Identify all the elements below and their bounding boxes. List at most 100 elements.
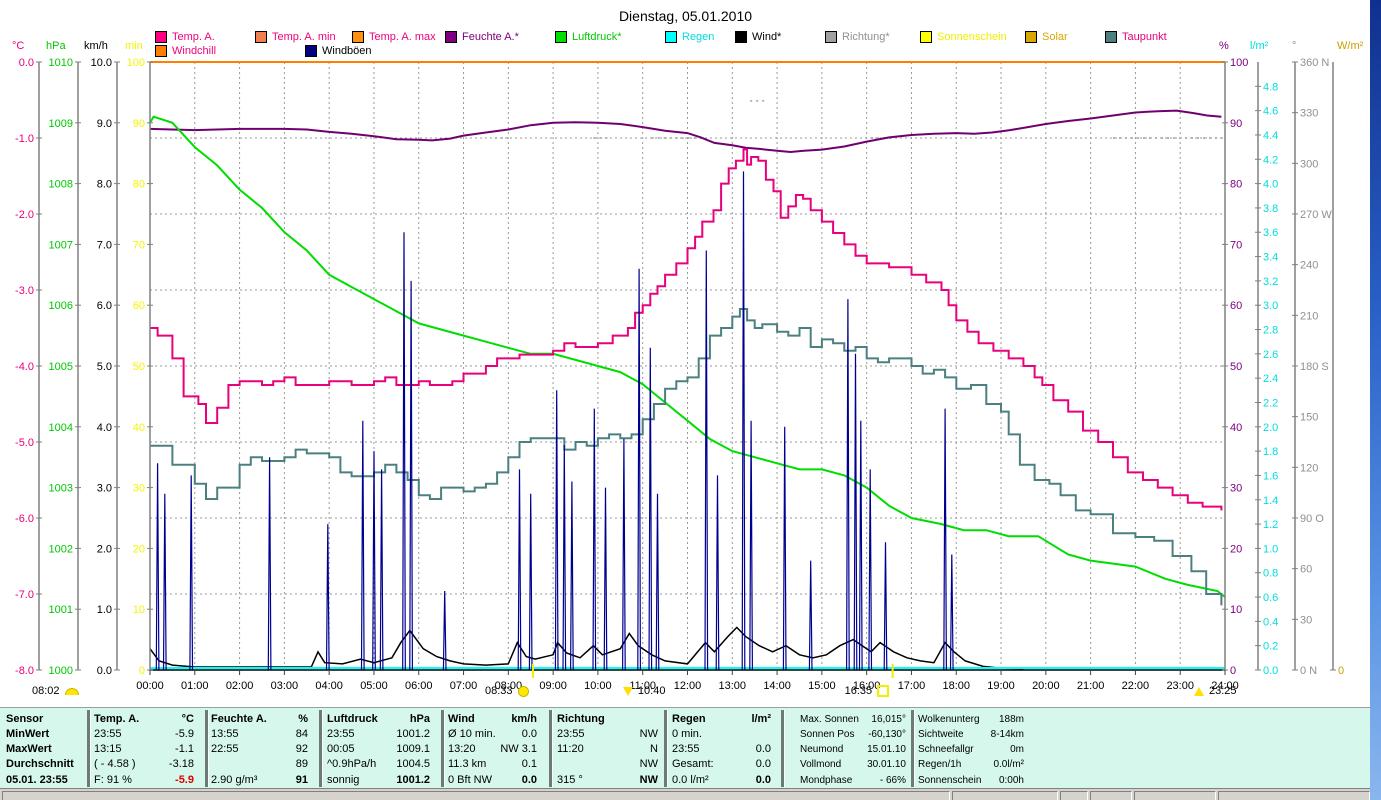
x-axis-label: 19:00 [987, 680, 1015, 692]
series-windboeen-spike [704, 250, 709, 671]
series-windboeen-spike [409, 280, 413, 671]
table-column: Richtung 23:55 NW 11:20 N NW 315 ° NW [557, 708, 658, 789]
x-axis-label: 14:00 [763, 680, 791, 692]
table-cell: -60,130° [868, 729, 906, 740]
marker-time: 08:02 [32, 685, 60, 697]
legend-label: Luftdruck* [572, 30, 622, 43]
table-cell: 13:15 [94, 743, 122, 755]
series-windboeen-spike [858, 420, 863, 671]
x-axis-label: 20:00 [1032, 680, 1060, 692]
tick-label-km/h: 6.0 [97, 300, 112, 312]
table-cell: 188m [998, 714, 1024, 725]
arrow-down-icon [622, 686, 633, 696]
series-windboeen-spike [741, 171, 746, 671]
tick-label-l/m²: 4.4 [1263, 130, 1278, 142]
tick-label-°C: -6.0 [15, 513, 34, 525]
table-cell: NW [639, 728, 658, 740]
table-cell: 0 Bft NW [448, 774, 493, 786]
column-header: Temp. A. [94, 713, 140, 725]
marker-08-33: 08:33 [485, 685, 529, 697]
tick-label-hPa: 1004 [49, 422, 73, 434]
table-cell: 16,015° [871, 714, 906, 725]
tick-label-km/h: 10.0 [91, 57, 112, 69]
column-unit: % [298, 713, 308, 725]
tick-label-l/m²: 4.6 [1263, 106, 1278, 118]
arrow-up-icon [1194, 686, 1205, 696]
legend-item-temp-a-max: Temp. A. max [352, 30, 436, 43]
series-windboeen-spike [379, 469, 384, 671]
series-windboeen-spike [442, 590, 447, 671]
series-windboeen-spike [189, 475, 194, 671]
table-separator [664, 710, 668, 787]
tick-label-km/h: 1.0 [97, 604, 112, 616]
table-cell: 1009.1 [396, 743, 430, 755]
tick-label-min: 30 [133, 483, 145, 495]
table-separator [319, 710, 323, 787]
table-cell: 1001.2 [396, 774, 430, 786]
legend-label: Temp. A. max [369, 30, 436, 43]
table-cell: -1.1 [175, 743, 194, 755]
legend-item-regen: Regen [665, 30, 714, 43]
status-bar-segment [952, 791, 1058, 800]
table-cell: Regen/1h [918, 759, 962, 770]
x-axis-label: 15:00 [808, 680, 836, 692]
x-axis-label: 23:00 [1166, 680, 1194, 692]
table-cell: Wolkenunterg [918, 714, 980, 725]
table-column: Temp. A. °C 23:55 -5.9 13:15 -1.1 ( - 4.58 ) -3… [94, 708, 194, 789]
tick-label-°: 300 [1300, 158, 1318, 170]
table-cell: 22:55 [211, 743, 239, 755]
tick-label-km/h: 4.0 [97, 422, 112, 434]
tick-label-%: 90 [1230, 118, 1242, 130]
tick-label-%: 100 [1230, 57, 1248, 69]
marker-time: 08:33 [484, 685, 513, 697]
tick-label-hPa: 1002 [49, 543, 73, 555]
tick-label-%: 80 [1230, 179, 1242, 191]
table-cell: 13:55 [211, 728, 239, 740]
tick-label-%: 70 [1230, 239, 1242, 251]
x-axis-label: 12:00 [674, 680, 702, 692]
legend-item-luftdruck: Luftdruck* [555, 30, 622, 43]
tick-label-hPa: 1001 [49, 604, 73, 616]
table-cell: 0.0 [755, 758, 771, 770]
table-cell: Vollmond [800, 759, 842, 770]
legend-label: Solar [1042, 30, 1068, 43]
tick-label-km/h: 0.0 [97, 665, 112, 677]
table-cell: Mondphase [800, 775, 853, 786]
legend-label: Sonnenschein [937, 30, 1007, 43]
tick-label-l/m²: 1.8 [1263, 446, 1278, 458]
series-windboeen-spike [528, 493, 533, 671]
tick-label-°C: -4.0 [15, 361, 34, 373]
series-windboeen-spike [155, 463, 160, 671]
tick-label-hPa: 1003 [49, 483, 73, 495]
table-cell: -5.9 [175, 728, 194, 740]
series-taupunkt [150, 308, 1223, 606]
legend-label: Temp. A. [172, 30, 215, 43]
x-axis-label: 10:00 [584, 680, 612, 692]
tick-label-°C: 0.0 [19, 57, 34, 69]
tick-label-l/m²: 3.2 [1263, 276, 1278, 288]
row-label: MaxWert [6, 743, 52, 755]
table-cell: 1004.5 [396, 758, 430, 770]
series-windboeen-spike [949, 554, 954, 671]
table-column: Wolkenunterg 188m Sichtweite 8-14km Schneefa… [918, 708, 1024, 789]
series-windboeen-spike [648, 347, 653, 671]
table-cell: N [650, 743, 658, 755]
table-cell: 11.3 km [448, 758, 487, 770]
tick-label-min: 90 [133, 118, 145, 130]
temp-a-swatch-icon [155, 30, 167, 43]
legend-item-windboeen: Windböen [305, 44, 372, 57]
marker-time: 10:40 [637, 685, 666, 697]
table-cell: Schneefallgr [918, 744, 974, 755]
x-axis-label: 18:00 [942, 680, 970, 692]
table-cell: 0 min. [672, 728, 702, 740]
series-windboeen-spike [943, 408, 947, 671]
square-icon [877, 685, 890, 697]
series-windboeen-spike [372, 451, 376, 671]
table-cell: 2.90 g/m³ [211, 774, 258, 786]
table-column: Feuchte A.% 13:55 84 22:55 92 89 2.90 g/m³ 91 [211, 708, 308, 789]
status-bar-segment [1134, 791, 1216, 800]
column-unit: km/h [511, 713, 537, 725]
table-cell: ( - 4.58 ) [94, 758, 136, 770]
status-bar-segment [2, 791, 950, 800]
series-windboeen-spike [562, 444, 567, 671]
